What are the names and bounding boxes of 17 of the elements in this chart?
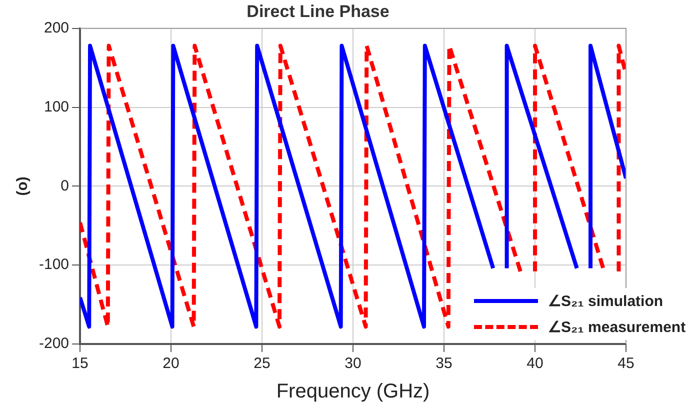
chart-title: Direct Line Phase xyxy=(246,2,390,21)
y-tick-label: 200 xyxy=(44,20,70,37)
x-tick-label: 45 xyxy=(618,355,634,372)
y-tick-label: -100 xyxy=(38,256,70,274)
legend-label: ∠S₂₁ measurement xyxy=(548,318,686,336)
legend-label: ∠S₂₁ simulation xyxy=(548,292,664,310)
x-tick-label: 25 xyxy=(254,355,270,372)
x-tick-label: 40 xyxy=(526,355,544,372)
y-tick-label: 100 xyxy=(44,98,70,116)
y-axis-title: (o) xyxy=(14,176,32,196)
x-tick-label: 15 xyxy=(72,355,88,372)
x-tick-label: 35 xyxy=(436,355,452,372)
x-tick-label: 30 xyxy=(344,355,362,372)
y-tick-label: -200 xyxy=(38,335,70,352)
x-tick-label: 20 xyxy=(162,355,180,372)
x-axis-title: Frequency (GHz) xyxy=(276,380,430,403)
y-tick-label: 0 xyxy=(60,177,70,194)
